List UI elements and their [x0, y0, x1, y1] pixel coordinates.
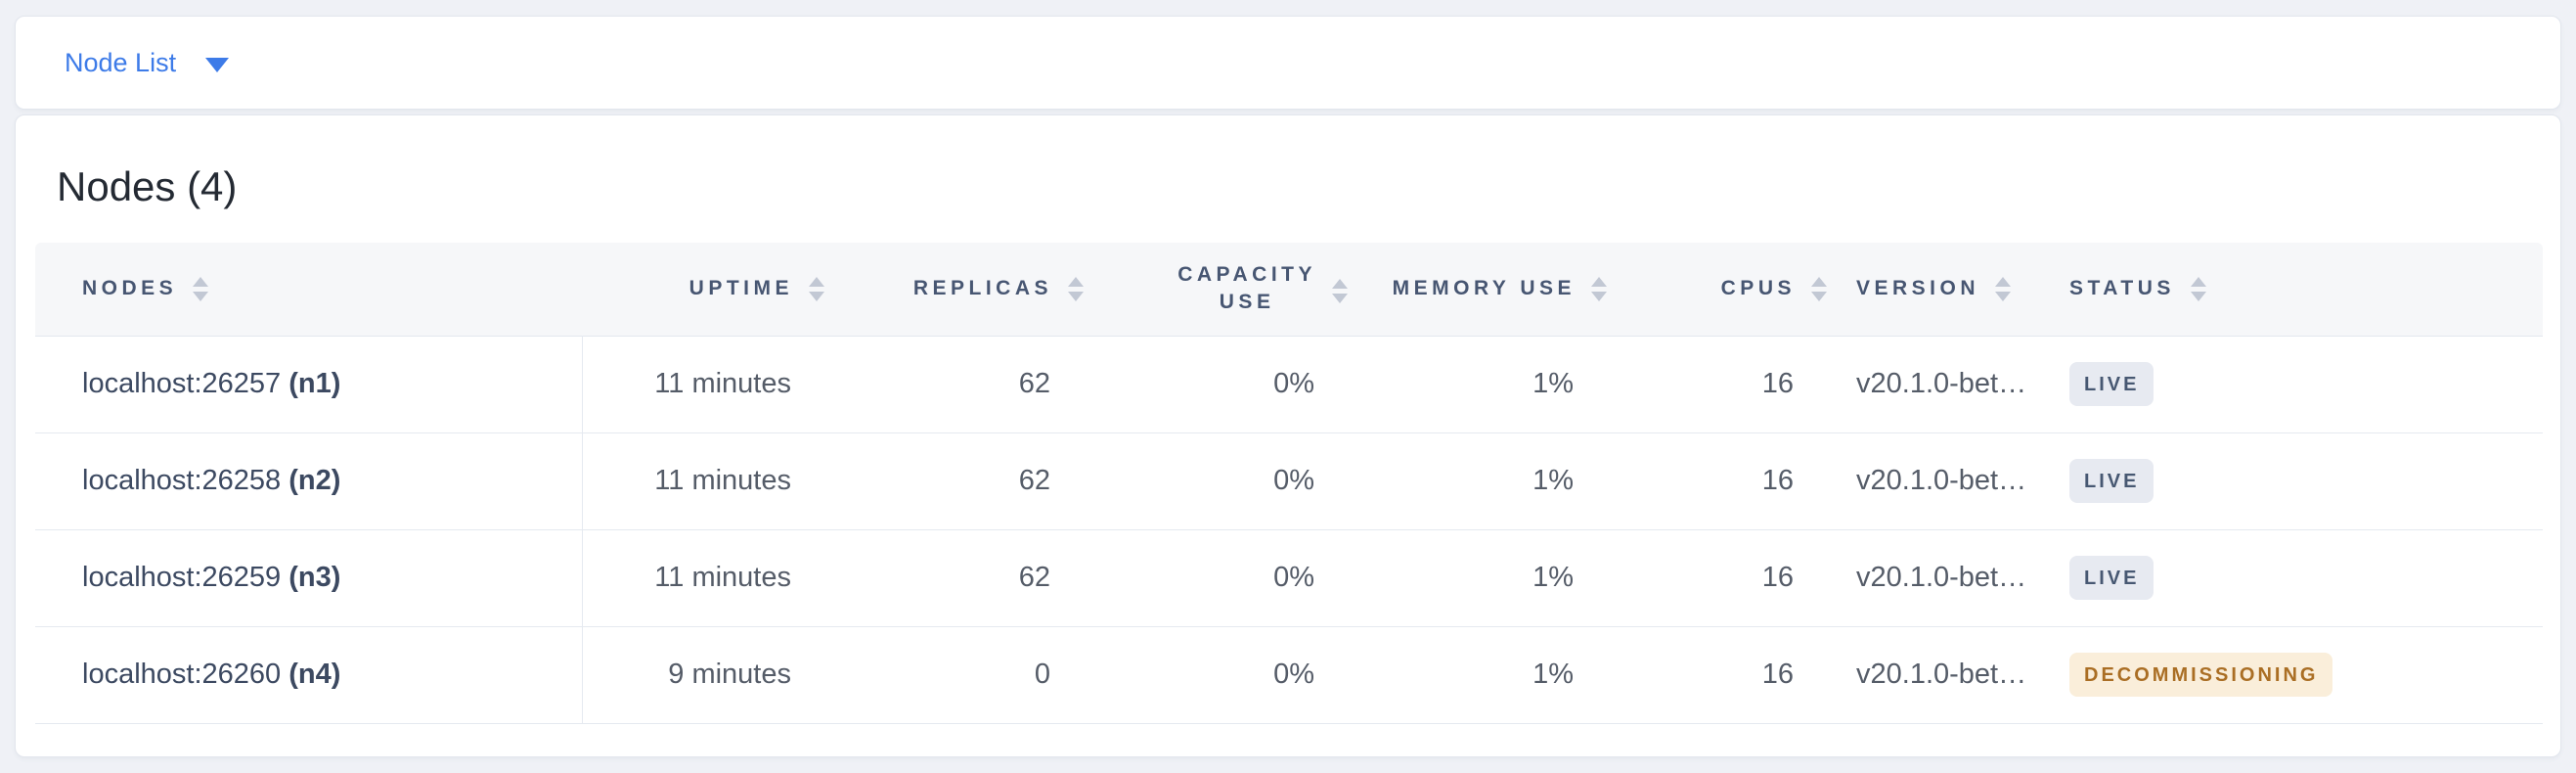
cell-status: LIVE — [2062, 432, 2543, 529]
node-row[interactable]: localhost:26260 (n4) 9 minutes 0 0% 1% 1… — [35, 626, 2543, 724]
sort-icon[interactable] — [1332, 279, 1348, 304]
column-header-cpus[interactable]: CPUS — [1626, 243, 1846, 337]
sort-icon[interactable] — [193, 276, 209, 301]
column-header-memory-use[interactable]: MEMORY USE — [1367, 243, 1626, 337]
status-badge: LIVE — [2069, 459, 2154, 504]
column-label: STATUS — [2069, 277, 2175, 300]
column-label: VERSION — [1856, 277, 1980, 300]
node-list-table: NODES UPTIME REPLICAS — [35, 243, 2543, 724]
node-address: localhost:26257 — [82, 368, 282, 400]
cell-status: LIVE — [2062, 336, 2543, 432]
cell-cpus: 16 — [1761, 562, 1794, 594]
sort-icon[interactable] — [1591, 276, 1607, 301]
view-dropdown-label: Node List — [65, 47, 177, 77]
status-badge: LIVE — [2069, 556, 2154, 601]
cell-capacity-use: 0% — [1273, 562, 1314, 594]
page-title: Nodes (4) — [57, 163, 238, 209]
cell-capacity-use: 0% — [1273, 659, 1314, 691]
column-label: UPTIME — [688, 277, 793, 300]
node-row[interactable]: localhost:26259 (n3) 11 minutes 62 0% 1%… — [35, 529, 2543, 627]
cell-memory-use: 1% — [1532, 562, 1574, 594]
node-id: (n4) — [289, 659, 341, 691]
cell-version: v20.1.0-bet… — [1856, 659, 2027, 691]
cell-replicas: 0 — [1034, 659, 1050, 691]
node-address: localhost:26260 — [82, 659, 282, 691]
node-address: localhost:26259 — [82, 562, 282, 594]
cell-status: DECOMMISSIONING — [2062, 626, 2543, 723]
sort-icon[interactable] — [1811, 276, 1827, 301]
column-header-uptime[interactable]: UPTIME — [582, 243, 844, 337]
sort-icon[interactable] — [809, 276, 824, 301]
column-header-replicas[interactable]: REPLICAS — [844, 243, 1103, 337]
column-header-nodes[interactable]: NODES — [35, 243, 582, 337]
cell-node-address: localhost:26258 (n2) — [35, 432, 583, 530]
cell-version: v20.1.0-bet… — [1856, 562, 2027, 594]
cell-version: v20.1.0-bet… — [1856, 465, 2027, 497]
node-id: (n3) — [289, 562, 341, 594]
cell-node-address: localhost:26259 (n3) — [35, 529, 583, 627]
column-label: CPUS — [1720, 277, 1796, 300]
node-row[interactable]: localhost:26258 (n2) 11 minutes 62 0% 1%… — [35, 432, 2543, 530]
cell-cpus: 16 — [1761, 465, 1794, 497]
view-selector-bar: Node List — [15, 16, 2561, 110]
nodes-card: Nodes (4) NODES UPTIME — [15, 114, 2561, 757]
cell-replicas: 62 — [1018, 368, 1050, 400]
cell-memory-use: 1% — [1532, 368, 1574, 400]
cell-cpus: 16 — [1761, 659, 1794, 691]
node-id: (n1) — [289, 368, 341, 400]
column-label: NODES — [82, 277, 178, 300]
column-header-capacity-use[interactable]: CAPACITY USE — [1103, 243, 1367, 337]
column-label: MEMORY USE — [1392, 277, 1576, 300]
status-badge: DECOMMISSIONING — [2069, 653, 2333, 698]
sort-icon[interactable] — [2190, 276, 2206, 301]
cell-capacity-use: 0% — [1273, 465, 1314, 497]
cell-node-address: localhost:26257 (n1) — [35, 336, 583, 433]
cell-uptime: 11 minutes — [654, 368, 791, 400]
node-address: localhost:26258 — [82, 465, 282, 497]
cell-status: LIVE — [2062, 529, 2543, 626]
cell-capacity-use: 0% — [1273, 368, 1314, 400]
chevron-down-icon — [205, 58, 230, 72]
node-row[interactable]: localhost:26257 (n1) 11 minutes 62 0% 1%… — [35, 336, 2543, 433]
cell-node-address: localhost:26260 (n4) — [35, 626, 583, 724]
column-header-status[interactable]: STATUS — [2062, 243, 2543, 337]
column-header-version[interactable]: VERSION — [1846, 243, 2062, 337]
cell-memory-use: 1% — [1532, 465, 1574, 497]
cell-version: v20.1.0-bet… — [1856, 368, 2027, 400]
status-badge: LIVE — [2069, 362, 2154, 407]
node-id: (n2) — [289, 465, 341, 497]
cell-uptime: 9 minutes — [668, 659, 791, 691]
view-dropdown[interactable]: Node List — [65, 47, 230, 78]
sort-icon[interactable] — [1995, 276, 2012, 301]
cell-uptime: 11 minutes — [654, 562, 791, 594]
cell-uptime: 11 minutes — [654, 465, 791, 497]
cell-cpus: 16 — [1761, 368, 1794, 400]
cell-replicas: 62 — [1018, 465, 1050, 497]
table-header-row: NODES UPTIME REPLICAS — [35, 243, 2543, 337]
column-label: CAPACITY USE — [1177, 263, 1316, 314]
column-label: REPLICAS — [912, 277, 1052, 300]
cell-replicas: 62 — [1018, 562, 1050, 594]
cell-memory-use: 1% — [1532, 659, 1574, 691]
sort-icon[interactable] — [1068, 276, 1084, 301]
